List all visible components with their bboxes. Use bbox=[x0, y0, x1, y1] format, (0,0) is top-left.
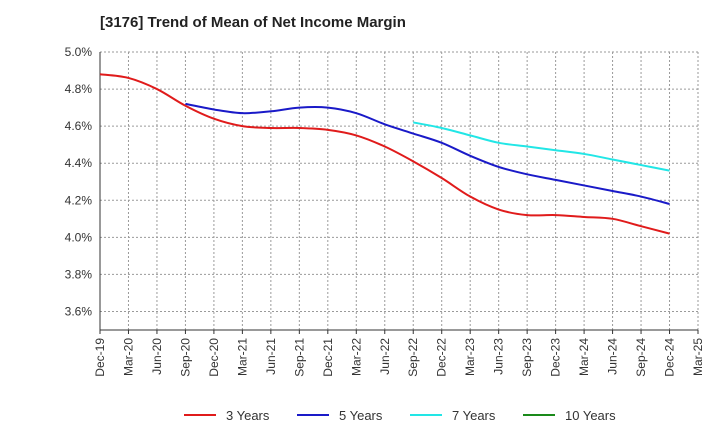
legend-item-5-years: 5 Years bbox=[297, 404, 382, 426]
y-tick-label: 3.6% bbox=[65, 304, 93, 318]
x-tick-label: Mar-24 bbox=[577, 338, 591, 376]
x-tick-label: Dec-20 bbox=[207, 338, 221, 377]
x-tick-label: Dec-23 bbox=[549, 338, 563, 377]
legend-swatch bbox=[297, 414, 329, 416]
x-tick-label: Jun-20 bbox=[150, 338, 164, 375]
x-tick-label: Jun-23 bbox=[492, 338, 506, 375]
legend-label: 3 Years bbox=[226, 407, 270, 423]
y-tick-label: 4.8% bbox=[65, 82, 93, 96]
y-tick-label: 3.8% bbox=[65, 267, 93, 281]
x-tick-label: Mar-25 bbox=[691, 338, 705, 376]
series-line-7-years bbox=[413, 121, 670, 172]
legend-swatch bbox=[184, 414, 216, 416]
x-tick-label: Dec-19 bbox=[93, 338, 107, 377]
legend-label: 5 Years bbox=[339, 407, 383, 423]
legend-label: 10 Years bbox=[565, 407, 616, 423]
y-tick-label: 4.6% bbox=[65, 119, 93, 133]
chart-title: [3176] Trend of Mean of Net Income Margi… bbox=[100, 14, 406, 31]
x-tick-label: Dec-24 bbox=[663, 338, 677, 377]
x-tick-label: Jun-22 bbox=[378, 338, 392, 375]
x-tick-label: Dec-21 bbox=[321, 338, 335, 377]
x-tick-label: Sep-21 bbox=[292, 338, 306, 377]
x-tick-label: Sep-23 bbox=[520, 338, 534, 377]
y-tick-label: 5.0% bbox=[65, 45, 93, 59]
x-tick-label: Mar-22 bbox=[349, 338, 363, 376]
x-tick-label: Sep-20 bbox=[178, 338, 192, 377]
x-tick-label: Mar-23 bbox=[463, 338, 477, 376]
x-tick-label: Jun-24 bbox=[606, 338, 620, 375]
x-tick-label: Mar-20 bbox=[121, 338, 135, 376]
legend-item-10-years: 10 Years bbox=[523, 404, 616, 426]
y-tick-label: 4.2% bbox=[65, 193, 93, 207]
series-line-5-years bbox=[185, 102, 670, 205]
legend-swatch bbox=[410, 414, 442, 416]
legend-label: 7 Years bbox=[452, 407, 496, 423]
legend: 3 Years 5 Years 7 Years 10 Years bbox=[0, 404, 720, 426]
legend-item-7-years: 7 Years bbox=[410, 404, 495, 426]
x-tick-label: Sep-24 bbox=[634, 338, 648, 377]
y-tick-label: 4.0% bbox=[65, 230, 93, 244]
y-tick-label: 4.4% bbox=[65, 156, 93, 170]
legend-item-3-years: 3 Years bbox=[184, 404, 269, 426]
x-tick-label: Sep-22 bbox=[406, 338, 420, 377]
x-tick-label: Mar-21 bbox=[235, 338, 249, 376]
series-line-3-years bbox=[99, 73, 670, 235]
x-tick-label: Dec-22 bbox=[435, 338, 449, 377]
x-tick-label: Jun-21 bbox=[264, 338, 278, 375]
legend-swatch bbox=[523, 414, 555, 416]
